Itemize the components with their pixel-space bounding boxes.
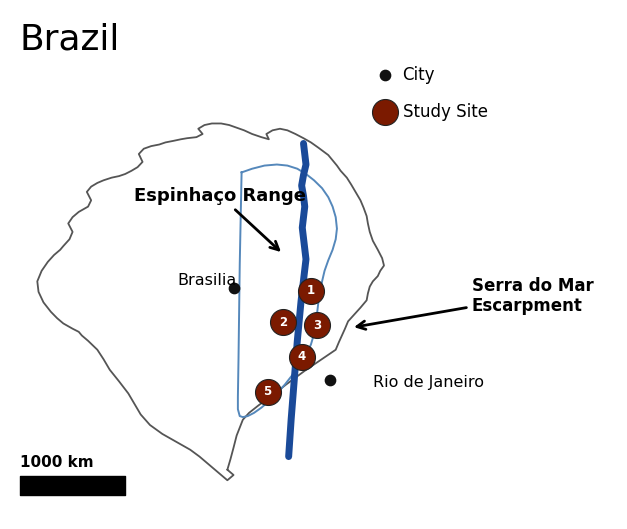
Point — [380, 108, 390, 116]
Text: 4: 4 — [298, 350, 306, 363]
Point — [278, 318, 288, 326]
Point — [228, 284, 238, 293]
Text: 2: 2 — [279, 316, 287, 329]
Text: Brasilia: Brasilia — [178, 273, 237, 288]
Point — [297, 352, 307, 361]
Text: 3: 3 — [313, 318, 321, 332]
Text: Brazil: Brazil — [20, 22, 120, 57]
Point — [306, 287, 316, 295]
Text: 5: 5 — [263, 385, 271, 398]
Text: Rio de Janeiro: Rio de Janeiro — [373, 376, 484, 390]
Text: City: City — [403, 66, 435, 84]
Text: 1000 km: 1000 km — [20, 455, 93, 470]
Point — [325, 376, 335, 385]
Point — [312, 321, 322, 329]
Text: Study Site: Study Site — [403, 103, 488, 121]
Text: Serra do Mar
Escarpment: Serra do Mar Escarpment — [357, 277, 594, 330]
Text: Espinhaço Range: Espinhaço Range — [135, 187, 307, 250]
Point — [263, 388, 273, 396]
Point — [380, 71, 390, 79]
Text: 1: 1 — [307, 284, 315, 297]
